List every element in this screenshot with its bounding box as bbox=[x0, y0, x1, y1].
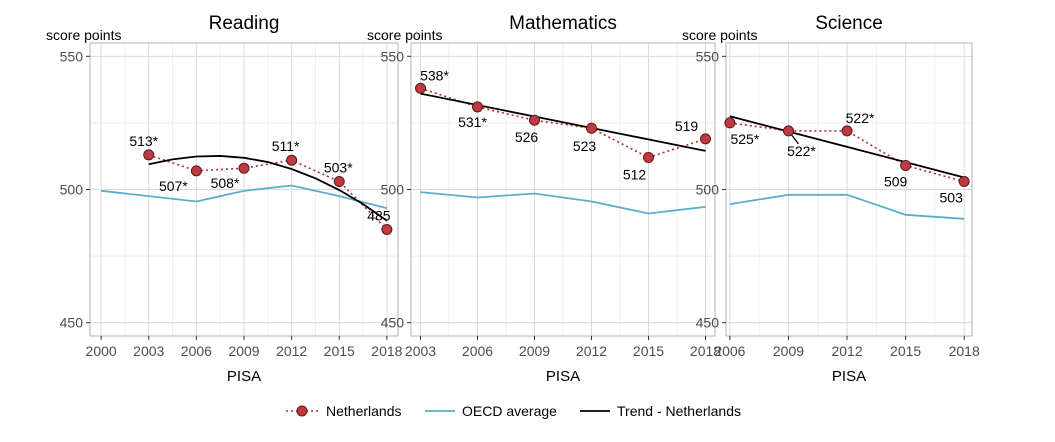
x-tick-label: 2003 bbox=[133, 343, 164, 359]
oecd-average-line bbox=[420, 191, 706, 215]
oecd-average-line bbox=[101, 184, 388, 210]
y-tick-label: 500 bbox=[60, 182, 84, 198]
netherlands-point bbox=[333, 176, 345, 188]
legend-oecd-label: OECD average bbox=[462, 403, 557, 419]
data-label: 509 bbox=[884, 174, 908, 190]
x-tick-label: 2018 bbox=[690, 343, 721, 359]
netherlands-point bbox=[381, 223, 393, 235]
netherlands-point bbox=[958, 176, 970, 188]
trend-netherlands-line bbox=[420, 92, 706, 152]
y-axis-label: score points bbox=[367, 27, 442, 43]
data-label: 503 bbox=[940, 190, 964, 206]
x-axis-label: PISA bbox=[227, 368, 261, 385]
x-tick-label: 2006 bbox=[462, 343, 493, 359]
data-label: 508* bbox=[211, 175, 240, 191]
x-tick-label: 2015 bbox=[324, 343, 355, 359]
netherlands-point bbox=[190, 165, 202, 177]
panel-science: Science score points 450 500 550 2006 2009 2012… bbox=[682, 13, 980, 385]
y-tick-label: 550 bbox=[381, 48, 405, 64]
x-tick-label: 2009 bbox=[773, 343, 804, 359]
netherlands-point bbox=[782, 125, 794, 137]
data-label: 519 bbox=[675, 118, 699, 134]
netherlands-point bbox=[724, 117, 736, 129]
y-axis-label: score points bbox=[46, 27, 121, 43]
netherlands-point bbox=[286, 154, 298, 166]
data-label: 526 bbox=[515, 129, 539, 145]
x-tick-label: 2015 bbox=[633, 343, 664, 359]
panel-title: Science bbox=[815, 13, 883, 34]
x-axis-label: PISA bbox=[832, 368, 866, 385]
data-label: 485 bbox=[367, 207, 391, 223]
x-tick-label: 2000 bbox=[86, 343, 117, 359]
y-tick-label: 550 bbox=[696, 48, 720, 64]
x-tick-label: 2006 bbox=[714, 343, 745, 359]
netherlands-point bbox=[900, 160, 912, 172]
x-tick-label: 2009 bbox=[519, 343, 550, 359]
data-label: 522* bbox=[787, 143, 816, 159]
y-tick-label: 450 bbox=[381, 315, 405, 331]
x-tick-label: 2009 bbox=[228, 343, 259, 359]
panel-mathematics: Mathematics score points 450 500 550 2003 2006… bbox=[367, 13, 721, 385]
netherlands-point bbox=[643, 152, 654, 164]
x-tick-label: 2018 bbox=[371, 343, 402, 359]
netherlands-line bbox=[148, 154, 388, 231]
y-tick-label: 500 bbox=[696, 182, 720, 198]
data-label: 512 bbox=[623, 167, 647, 183]
x-tick-label: 2018 bbox=[949, 343, 980, 359]
y-axis-label: score points bbox=[682, 27, 757, 43]
data-label: 507* bbox=[159, 178, 188, 194]
netherlands-line bbox=[729, 122, 965, 183]
trend-netherlands-line bbox=[729, 115, 965, 179]
x-tick-label: 2015 bbox=[890, 343, 921, 359]
netherlands-point bbox=[238, 162, 250, 174]
data-label: 538* bbox=[420, 67, 449, 83]
netherlands-point bbox=[415, 82, 426, 94]
netherlands-point bbox=[143, 149, 155, 161]
x-tick-label: 2012 bbox=[576, 343, 607, 359]
legend-netherlands-label: Netherlands bbox=[326, 403, 402, 419]
x-tick-label: 2003 bbox=[405, 343, 436, 359]
y-tick-label: 450 bbox=[696, 315, 720, 331]
oecd-average-line bbox=[729, 193, 965, 220]
panel-reading: Reading score points 450 500 550 2000 2003 2006… bbox=[46, 13, 403, 385]
panel-title: Mathematics bbox=[509, 13, 617, 34]
legend: Netherlands OECD average Trend - Netherlan… bbox=[286, 403, 741, 419]
legend-trend-label: Trend - Netherlands bbox=[617, 403, 741, 419]
netherlands-point bbox=[841, 125, 853, 137]
x-tick-label: 2012 bbox=[831, 343, 862, 359]
netherlands-line bbox=[420, 87, 706, 159]
data-label: 523 bbox=[573, 138, 597, 154]
data-label: 513* bbox=[129, 133, 158, 149]
netherlands-point bbox=[472, 101, 483, 113]
panel-title: Reading bbox=[209, 13, 280, 34]
y-tick-label: 550 bbox=[60, 48, 84, 64]
netherlands-point bbox=[700, 133, 711, 145]
legend-netherlands-marker bbox=[296, 405, 308, 417]
netherlands-point bbox=[586, 122, 597, 134]
x-tick-label: 2006 bbox=[181, 343, 212, 359]
netherlands-point bbox=[529, 114, 540, 126]
data-label: 511* bbox=[272, 138, 300, 154]
data-label: 531* bbox=[458, 114, 487, 130]
trend-netherlands-line bbox=[148, 155, 388, 222]
x-tick-label: 2012 bbox=[276, 343, 307, 359]
y-tick-label: 500 bbox=[381, 182, 405, 198]
data-label: 522* bbox=[846, 110, 875, 126]
data-label: 525* bbox=[730, 131, 759, 147]
y-tick-label: 450 bbox=[60, 315, 84, 331]
data-label: 503* bbox=[324, 160, 353, 176]
x-axis-label: PISA bbox=[546, 368, 580, 385]
